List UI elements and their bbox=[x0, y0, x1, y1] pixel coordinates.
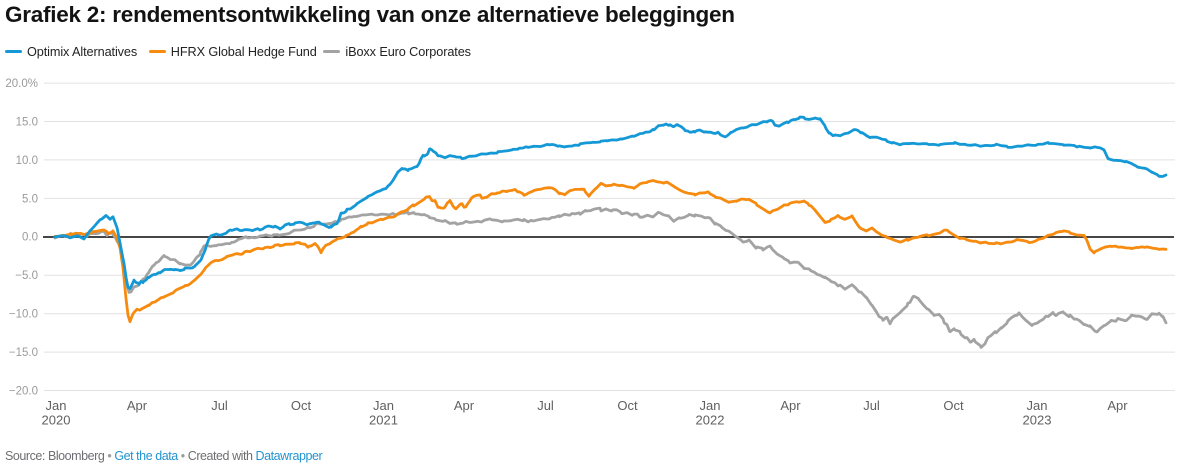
svg-text:Oct: Oct bbox=[943, 398, 964, 413]
svg-text:0.0: 0.0 bbox=[22, 232, 38, 244]
svg-text:15.0: 15.0 bbox=[16, 116, 38, 128]
svg-text:Jan: Jan bbox=[46, 398, 67, 413]
svg-text:Jul: Jul bbox=[863, 398, 880, 413]
svg-text:Oct: Oct bbox=[291, 398, 312, 413]
svg-text:10.0: 10.0 bbox=[16, 155, 38, 167]
svg-text:−20.0: −20.0 bbox=[9, 385, 38, 397]
svg-text:Jan: Jan bbox=[373, 398, 394, 413]
svg-text:2022: 2022 bbox=[696, 413, 725, 428]
svg-text:−15.0: −15.0 bbox=[9, 347, 38, 359]
svg-text:Apr: Apr bbox=[454, 398, 475, 413]
svg-text:2020: 2020 bbox=[42, 413, 71, 428]
svg-text:2023: 2023 bbox=[1023, 413, 1052, 428]
svg-text:Apr: Apr bbox=[1107, 398, 1128, 413]
svg-text:Jul: Jul bbox=[537, 398, 554, 413]
svg-text:Apr: Apr bbox=[127, 398, 148, 413]
svg-text:−5.0: −5.0 bbox=[15, 270, 38, 282]
svg-text:Jan: Jan bbox=[1027, 398, 1048, 413]
svg-text:−10.0: −10.0 bbox=[9, 309, 38, 321]
svg-text:2021: 2021 bbox=[369, 413, 398, 428]
svg-text:20.0%: 20.0% bbox=[5, 78, 38, 90]
svg-text:Oct: Oct bbox=[617, 398, 638, 413]
svg-text:5.0: 5.0 bbox=[22, 193, 38, 205]
svg-text:Jul: Jul bbox=[211, 398, 228, 413]
svg-text:Apr: Apr bbox=[780, 398, 801, 413]
svg-text:Jan: Jan bbox=[700, 398, 721, 413]
